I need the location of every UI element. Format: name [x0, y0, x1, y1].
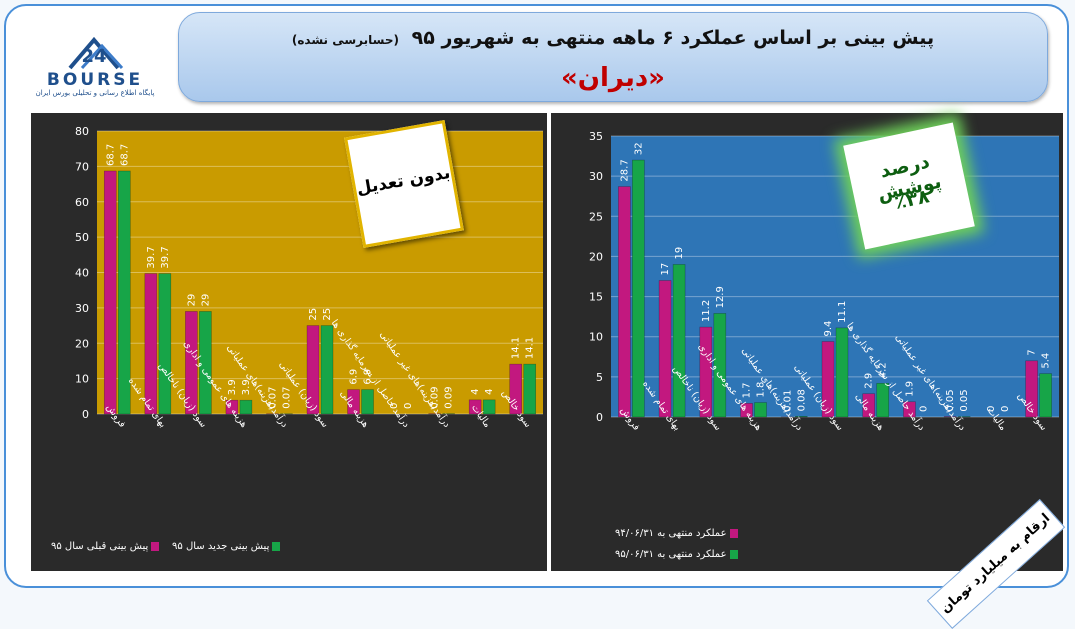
data-label: 29 — [186, 294, 197, 307]
left-legend: پیش بینی جدید سال ۹۵ پیش بینی قبلی سال ۹… — [51, 541, 280, 552]
y-tick-label: 0 — [82, 408, 89, 421]
bourse-logo: 24 BOURSE پایگاه اطلاع رسانی و تحلیلی بو… — [10, 18, 178, 104]
data-label: 0.09 — [444, 386, 455, 408]
data-label: 4 — [484, 388, 495, 394]
y-tick-label: 80 — [75, 125, 89, 138]
y-tick-label: 5 — [596, 371, 603, 384]
y-tick-label: 10 — [75, 373, 89, 386]
y-tick-label: 20 — [589, 250, 603, 263]
data-label: 25 — [322, 308, 333, 321]
data-label: 14.1 — [511, 337, 522, 359]
data-label: 0 — [403, 403, 414, 409]
legend-swatch-magenta — [151, 542, 159, 551]
legend-label-new: پیش بینی جدید سال ۹۵ — [172, 541, 269, 552]
data-label: 14.1 — [525, 337, 536, 359]
legend-swatch-green — [730, 550, 738, 559]
data-label: 5.4 — [1041, 353, 1052, 369]
data-label: 28.7 — [619, 159, 630, 181]
data-label: 11.1 — [837, 301, 848, 323]
y-tick-label: 15 — [589, 291, 603, 304]
y-tick-label: 50 — [75, 231, 89, 244]
page-header: پیش بینی بر اساس عملکرد ۶ ماهه منتهی به … — [178, 12, 1048, 102]
data-label: 12.9 — [715, 286, 726, 308]
legend-swatch-green — [272, 542, 280, 551]
y-tick-label: 20 — [75, 337, 89, 350]
bar-series-1 — [104, 171, 116, 414]
title-main: پیش بینی بر اساس عملکرد ۶ ماهه منتهی به … — [412, 27, 935, 49]
bar-series-2 — [362, 390, 374, 414]
data-label: 32 — [633, 142, 644, 155]
y-tick-label: 40 — [75, 267, 89, 280]
y-tick-label: 30 — [75, 302, 89, 315]
y-tick-label: 30 — [589, 170, 603, 183]
data-label: 25 — [308, 308, 319, 321]
bar-series-2 — [118, 171, 130, 414]
data-label: 2.9 — [864, 373, 875, 389]
bar-series-2 — [321, 326, 333, 414]
data-label: 9.4 — [823, 321, 834, 337]
y-tick-label: 10 — [589, 331, 603, 344]
y-tick-label: 25 — [589, 210, 603, 223]
company-name: «دیران» — [179, 63, 1047, 93]
right-legend-item-2: عملکرد منتهی به ۹۵/۰۶/۳۱ — [615, 549, 738, 560]
data-label: 29 — [200, 294, 211, 307]
legend-label-95: عملکرد منتهی به ۹۵/۰۶/۳۱ — [615, 549, 727, 560]
legend-swatch-magenta — [730, 529, 738, 538]
logo-mark-icon: 24 — [10, 18, 178, 78]
data-label: 0.05 — [959, 389, 970, 411]
bar-series-2 — [836, 328, 848, 417]
data-label: 0 — [918, 406, 929, 412]
bar-series-2 — [673, 264, 685, 417]
y-tick-label: 0 — [596, 411, 603, 424]
data-label: 0.07 — [281, 386, 292, 408]
legend-label-old: پیش بینی قبلی سال ۹۵ — [51, 541, 148, 552]
svg-text:24: 24 — [81, 46, 106, 67]
right-legend-item-1: عملکرد منتهی به ۹۴/۰۶/۳۱ — [615, 528, 738, 539]
data-label: 17 — [660, 263, 671, 276]
y-tick-label: 60 — [75, 196, 89, 209]
bar-series-2 — [1040, 374, 1052, 417]
data-label: 39.7 — [160, 246, 171, 268]
legend-item-old: پیش بینی قبلی سال ۹۵ — [51, 541, 159, 552]
bar-series-2 — [159, 274, 171, 414]
y-tick-label: 35 — [589, 130, 603, 143]
no-adjustment-note: بدون تعدیل — [344, 120, 464, 248]
legend-label-94: عملکرد منتهی به ۹۴/۰۶/۳۱ — [615, 528, 727, 539]
data-label: 7 — [1027, 349, 1038, 355]
data-label: 0.08 — [796, 389, 807, 411]
logo-wordmark: BOURSE — [20, 70, 170, 90]
bar-series-2 — [524, 364, 536, 414]
data-label: 4 — [470, 388, 481, 394]
logo-tagline: پایگاه اطلاع رسانی و تحلیلی بورس ایران — [16, 89, 174, 97]
title-note: (حسابرسی نشده) — [292, 33, 399, 47]
data-label: 68.7 — [119, 144, 130, 166]
bar-series-1 — [618, 187, 630, 417]
data-label: 19 — [674, 247, 685, 260]
data-label: 39.7 — [146, 246, 157, 268]
y-tick-label: 70 — [75, 160, 89, 173]
legend-item-new: پیش بینی جدید سال ۹۵ — [172, 541, 280, 552]
page-title: پیش بینی بر اساس عملکرد ۶ ماهه منتهی به … — [179, 27, 1047, 49]
no-adjustment-text: بدون تعدیل — [354, 163, 452, 199]
data-label: 0 — [1000, 406, 1011, 412]
bar-series-2 — [632, 160, 644, 417]
data-label: 6.9 — [349, 369, 360, 385]
data-label: 11.2 — [701, 300, 712, 322]
data-label: 68.7 — [105, 144, 116, 166]
data-label: 1.9 — [904, 381, 915, 397]
